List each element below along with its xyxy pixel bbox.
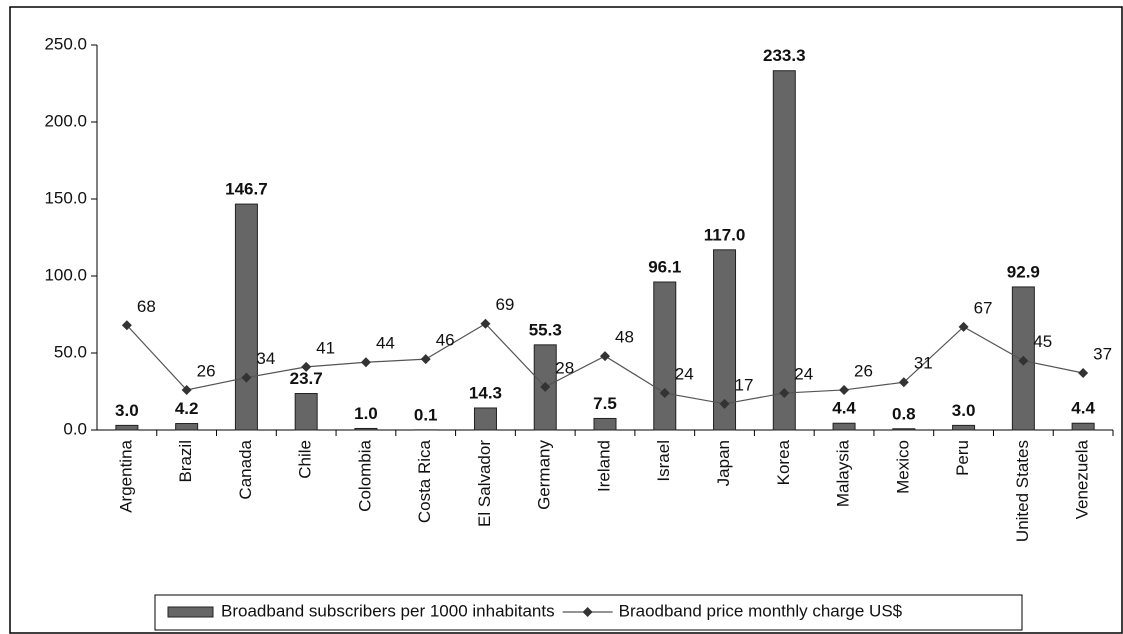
line-marker (181, 384, 192, 395)
line-marker (540, 381, 551, 392)
line-value-label: 17 (735, 375, 754, 394)
line-marker (420, 354, 431, 365)
bar-value-label: 233.3 (763, 46, 806, 65)
y-tick-label: 250.0 (44, 34, 87, 53)
chart-frame (9, 6, 1123, 634)
line-value-label: 48 (615, 328, 634, 347)
line-value-label: 26 (197, 361, 216, 380)
legend-swatch (167, 606, 214, 618)
y-tick-label: 100.0 (44, 265, 87, 284)
line-value-label: 28 (555, 358, 574, 377)
bar-value-label: 146.7 (225, 180, 268, 199)
x-tick-label: Chile (296, 440, 315, 479)
bar-value-label: 4.2 (175, 399, 199, 418)
x-tick-label: Germany (535, 440, 554, 510)
x-tick-label: Brazil (176, 440, 195, 483)
x-tick-label: Canada (236, 439, 255, 499)
legend-label: Braodband price monthly charge US$ (619, 601, 903, 620)
line-marker (241, 372, 252, 383)
line-value-label: 67 (974, 298, 993, 317)
bar (354, 427, 378, 431)
bar (175, 423, 199, 431)
bar-value-label: 3.0 (115, 401, 139, 420)
line-marker (659, 388, 670, 399)
bar (234, 203, 258, 431)
x-tick-label: Malaysia (834, 439, 853, 507)
line-value-label: 24 (675, 365, 694, 384)
line-marker (958, 321, 969, 332)
bar (772, 70, 796, 431)
x-tick-label: Japan (714, 440, 733, 486)
x-tick-label: Argentina (116, 439, 135, 512)
y-tick-label: 150.0 (44, 188, 87, 207)
bar-value-label: 96.1 (648, 257, 681, 276)
line-value-label: 34 (256, 349, 275, 368)
x-tick-label: Venezuela (1073, 439, 1092, 519)
bar (952, 424, 976, 431)
line-marker (360, 357, 371, 368)
bar-value-label: 55.3 (529, 320, 562, 339)
x-tick-label: Costa Rica (415, 439, 434, 523)
line-marker (1018, 355, 1029, 366)
bar-value-label: 1.0 (354, 404, 378, 423)
line-marker (121, 320, 132, 331)
line-marker (839, 384, 850, 395)
bar (1071, 422, 1095, 431)
x-tick-label: El Salvador (475, 440, 494, 527)
bar (832, 422, 856, 431)
line-marker (719, 398, 730, 409)
bar-value-label: 23.7 (290, 369, 323, 388)
line-value-label: 41 (316, 338, 335, 357)
x-tick-label: United States (1013, 440, 1032, 542)
bar-value-label: 3.0 (952, 401, 976, 420)
y-tick-label: 200.0 (44, 111, 87, 130)
legend-marker (582, 607, 593, 617)
x-tick-label: Korea (774, 439, 793, 485)
bar (115, 424, 139, 431)
y-tick-label: 50.0 (54, 342, 87, 361)
bar-value-label: 4.4 (832, 399, 856, 418)
x-tick-label: Colombia (355, 439, 374, 511)
line-marker (898, 377, 909, 388)
line-marker (1078, 368, 1089, 379)
line-marker (301, 361, 312, 372)
bar-value-label: 4.4 (1071, 399, 1095, 418)
x-tick-label: Israel (654, 440, 673, 482)
x-tick-label: Mexico (893, 440, 912, 494)
line-value-label: 46 (436, 331, 455, 350)
x-tick-label: Peru (953, 440, 972, 476)
bar (713, 249, 737, 431)
bar (473, 407, 497, 431)
bar-value-label: 92.9 (1007, 262, 1040, 281)
line-value-label: 69 (495, 295, 514, 314)
bar (294, 393, 318, 431)
bar (593, 417, 617, 431)
bar (892, 428, 916, 431)
line-value-label: 24 (794, 365, 813, 384)
bar (653, 281, 677, 431)
line-value-label: 68 (137, 297, 156, 316)
y-tick-label: 0.0 (63, 419, 87, 438)
line-value-label: 45 (1033, 332, 1052, 351)
line-value-label: 26 (854, 361, 873, 380)
x-tick-label: Ireland (594, 440, 613, 492)
legend-label: Broadband subscribers per 1000 inhabitan… (221, 601, 555, 620)
bar-value-label: 0.1 (414, 405, 438, 424)
line-value-label: 44 (376, 334, 395, 353)
line-marker (600, 351, 610, 362)
line-marker (779, 388, 790, 399)
bar-value-label: 117.0 (704, 225, 746, 244)
bar-value-label: 7.5 (593, 394, 617, 413)
line-marker (480, 318, 491, 329)
bar-value-label: 14.3 (469, 383, 502, 402)
line-value-label: 37 (1093, 345, 1112, 364)
bar-value-label: 0.8 (892, 404, 916, 423)
line-value-label: 31 (914, 354, 933, 373)
